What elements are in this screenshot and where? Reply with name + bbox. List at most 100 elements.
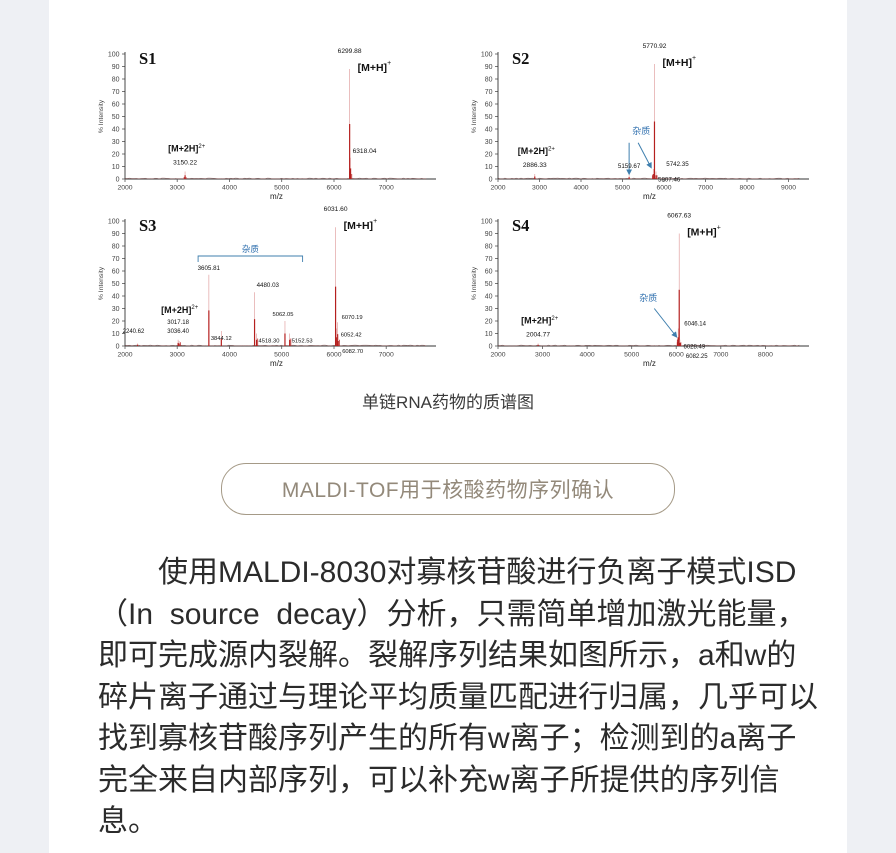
svg-text:S2: S2	[512, 49, 529, 68]
svg-text:6070.19: 6070.19	[342, 315, 363, 321]
svg-text:2240.62: 2240.62	[123, 329, 145, 335]
svg-text:3605.81: 3605.81	[198, 265, 221, 272]
svg-text:10: 10	[485, 331, 493, 338]
svg-text:30: 30	[485, 306, 493, 313]
svg-text:杂质: 杂质	[639, 292, 657, 303]
svg-text:2000: 2000	[117, 352, 132, 359]
svg-text:50: 50	[485, 281, 493, 288]
svg-text:40: 40	[112, 293, 120, 300]
svg-text:5159.67: 5159.67	[618, 163, 641, 170]
svg-text:7000: 7000	[379, 352, 394, 359]
svg-text:60: 60	[112, 101, 120, 108]
svg-text:30: 30	[112, 139, 120, 146]
svg-text:30: 30	[112, 306, 120, 313]
svg-text:4000: 4000	[580, 352, 595, 359]
svg-text:20: 20	[485, 318, 493, 325]
svg-text:[M+H]: [M+H]	[344, 220, 373, 232]
svg-text:m/z: m/z	[643, 359, 656, 368]
svg-text:70: 70	[485, 256, 493, 263]
svg-text:5152.53: 5152.53	[292, 339, 313, 345]
svg-text:2886.33: 2886.33	[523, 162, 547, 169]
svg-text:3844.12: 3844.12	[211, 336, 232, 342]
svg-text:6082.25: 6082.25	[686, 354, 708, 360]
svg-text:70: 70	[485, 89, 493, 96]
svg-text:4000: 4000	[222, 352, 237, 359]
svg-text:m/z: m/z	[270, 359, 283, 368]
svg-text:80: 80	[112, 76, 120, 83]
svg-text:70: 70	[112, 89, 120, 96]
svg-text:4480.03: 4480.03	[257, 282, 280, 289]
svg-text:0: 0	[116, 343, 120, 350]
svg-text:60: 60	[485, 268, 493, 275]
svg-text:80: 80	[485, 76, 493, 83]
svg-text:4518.30: 4518.30	[259, 339, 280, 345]
svg-text:[M+2H]: [M+2H]	[518, 146, 548, 156]
svg-text:20: 20	[112, 151, 120, 158]
svg-text:6318.04: 6318.04	[353, 148, 377, 155]
svg-text:8000: 8000	[758, 352, 773, 359]
svg-text:2+: 2+	[548, 147, 555, 153]
svg-text:[M+H]: [M+H]	[687, 227, 716, 239]
svg-text:+: +	[717, 225, 721, 232]
svg-text:90: 90	[112, 64, 120, 71]
svg-text:+: +	[692, 55, 696, 62]
svg-text:[M+2H]: [M+2H]	[161, 305, 191, 315]
svg-text:S3: S3	[139, 216, 156, 235]
svg-text:90: 90	[112, 231, 120, 238]
svg-text:80: 80	[485, 243, 493, 250]
svg-text:杂质: 杂质	[242, 244, 260, 254]
svg-text:100: 100	[481, 218, 493, 225]
svg-text:60: 60	[112, 268, 120, 275]
svg-text:7000: 7000	[713, 352, 728, 359]
svg-text:[M+H]: [M+H]	[358, 62, 387, 74]
svg-text:3150.22: 3150.22	[173, 160, 197, 167]
svg-text:2004.77: 2004.77	[526, 332, 550, 339]
svg-text:30: 30	[485, 139, 493, 146]
svg-text:70: 70	[112, 256, 120, 263]
svg-text:5000: 5000	[624, 352, 639, 359]
svg-text:5770.92: 5770.92	[643, 43, 667, 50]
svg-text:50: 50	[112, 114, 120, 121]
svg-text:2000: 2000	[490, 352, 505, 359]
svg-text:100: 100	[481, 51, 493, 58]
svg-text:5062.05: 5062.05	[273, 312, 294, 318]
svg-text:3000: 3000	[170, 352, 185, 359]
svg-text:6052.42: 6052.42	[341, 333, 362, 339]
svg-text:80: 80	[112, 243, 120, 250]
svg-text:6082.70: 6082.70	[342, 349, 363, 355]
svg-text:6028.49: 6028.49	[684, 345, 706, 351]
svg-text:10: 10	[112, 331, 120, 338]
svg-text:% Intensity: % Intensity	[98, 266, 105, 300]
svg-text:6067.63: 6067.63	[667, 213, 691, 220]
svg-text:% Intensity: % Intensity	[471, 99, 478, 133]
svg-text:5742.35: 5742.35	[666, 161, 689, 168]
svg-text:2+: 2+	[198, 144, 205, 150]
svg-text:3017.18: 3017.18	[167, 320, 189, 326]
svg-text:% Intensity: % Intensity	[471, 266, 478, 300]
svg-text:90: 90	[485, 231, 493, 238]
svg-text:2+: 2+	[551, 316, 558, 322]
svg-text:6031.60: 6031.60	[324, 206, 348, 213]
svg-text:6046.14: 6046.14	[684, 322, 706, 328]
svg-text:S1: S1	[139, 49, 156, 68]
svg-text:% Intensity: % Intensity	[98, 99, 105, 133]
svg-text:3000: 3000	[535, 352, 550, 359]
svg-text:60: 60	[485, 101, 493, 108]
svg-text:S4: S4	[512, 216, 529, 235]
svg-text:40: 40	[112, 126, 120, 133]
svg-text:5000: 5000	[274, 352, 289, 359]
svg-text:6299.88: 6299.88	[338, 48, 362, 55]
svg-text:10: 10	[485, 164, 493, 171]
svg-text:2+: 2+	[191, 305, 198, 311]
svg-text:100: 100	[108, 51, 120, 58]
svg-text:6000: 6000	[326, 352, 341, 359]
svg-text:[M+2H]: [M+2H]	[168, 144, 198, 154]
svg-text:40: 40	[485, 126, 493, 133]
svg-text:+: +	[387, 60, 391, 67]
svg-text:90: 90	[485, 64, 493, 71]
svg-text:+: +	[373, 218, 377, 225]
svg-text:[M+2H]: [M+2H]	[521, 316, 551, 326]
svg-text:40: 40	[485, 293, 493, 300]
svg-text:[M+H]: [M+H]	[663, 57, 692, 69]
svg-text:100: 100	[108, 218, 120, 225]
